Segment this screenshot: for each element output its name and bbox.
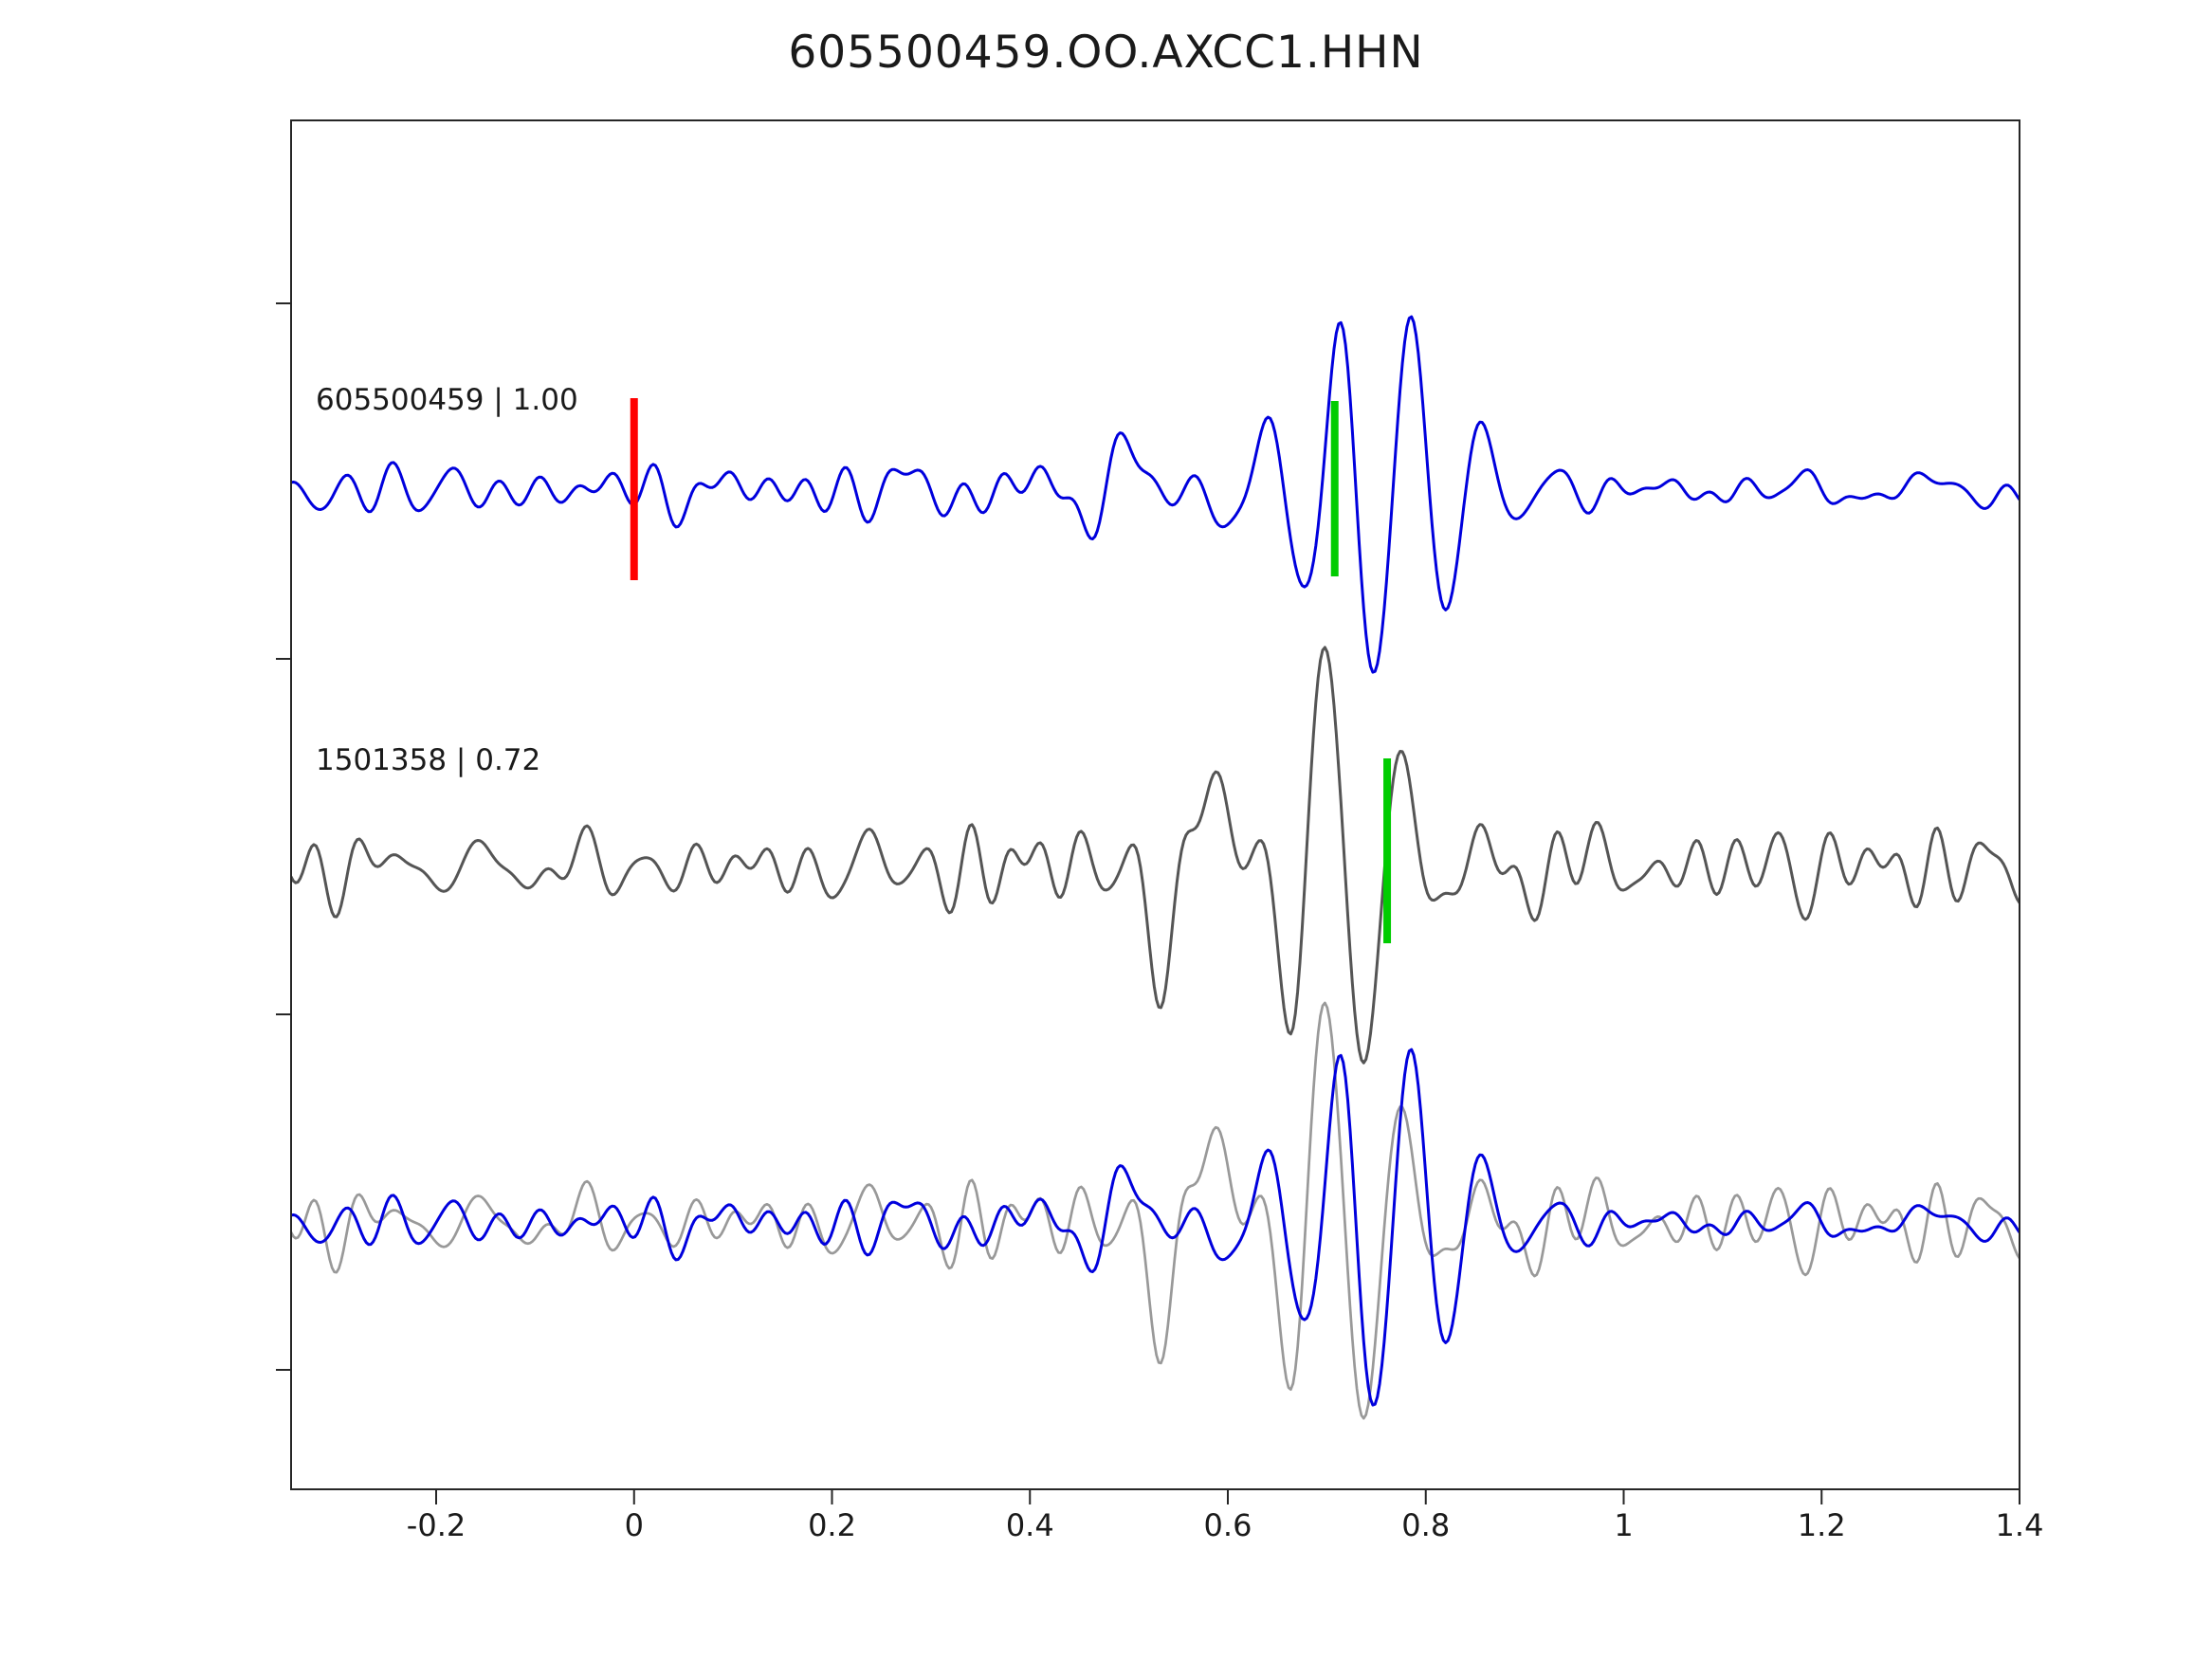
x-tick-label: 0.8 [1401,1507,1450,1543]
overlay-trace-detection-path [291,1001,2020,1420]
axes-frame [290,119,2020,1490]
x-tick-label: 0 [625,1507,644,1543]
x-tick-label: 0.4 [1006,1507,1054,1543]
figure-title: 605500459.OO.AXCC1.HHN [788,27,1424,79]
template-trace-label: 605500459 | 1.00 [316,383,578,417]
overlay-trace-template-path [291,1048,2020,1407]
x-tick-label: 1.2 [1798,1507,1846,1543]
template-trace-template-path [291,315,2020,674]
x-tick-label: -0.2 [407,1507,466,1543]
x-tick-label: 1.4 [1996,1507,2044,1543]
x-tick-label: 0.2 [808,1507,856,1543]
x-tick-label: 1 [1614,1507,1633,1543]
traces-group [291,315,2020,1420]
detection-trace-detection-path [291,646,2020,1065]
x-tick-label: 0.6 [1204,1507,1252,1543]
detection-trace-label: 1501358 | 0.72 [316,743,540,777]
